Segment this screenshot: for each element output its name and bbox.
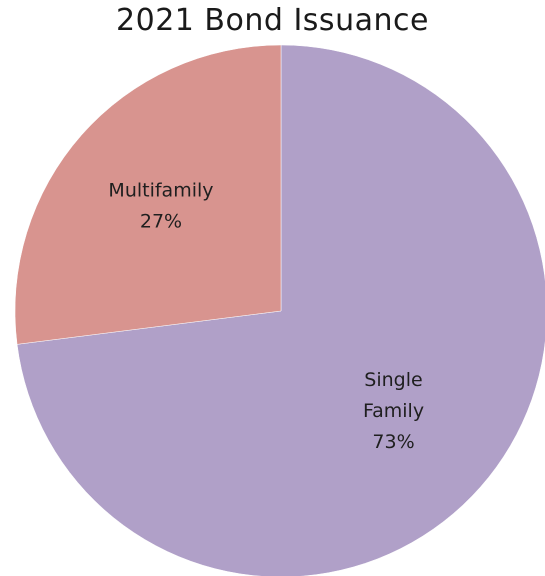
pie-label-line: Single [364,369,422,391]
pie-label-single-family: Single Family 73% [363,369,424,453]
pie-slices [14,44,545,576]
pie-label-multifamily: Multifamily 27% [108,180,213,233]
pie-labels: Single Family 73% Multifamily 27% [108,180,424,454]
pie-slice-multifamily [14,44,282,345]
pie-label-line: Multifamily [108,180,213,202]
pie-label-line: 73% [372,431,414,453]
chart-title: 2021 Bond Issuance [116,3,429,38]
pie-label-line: Family [363,400,424,422]
pie-label-line: 27% [140,211,182,233]
